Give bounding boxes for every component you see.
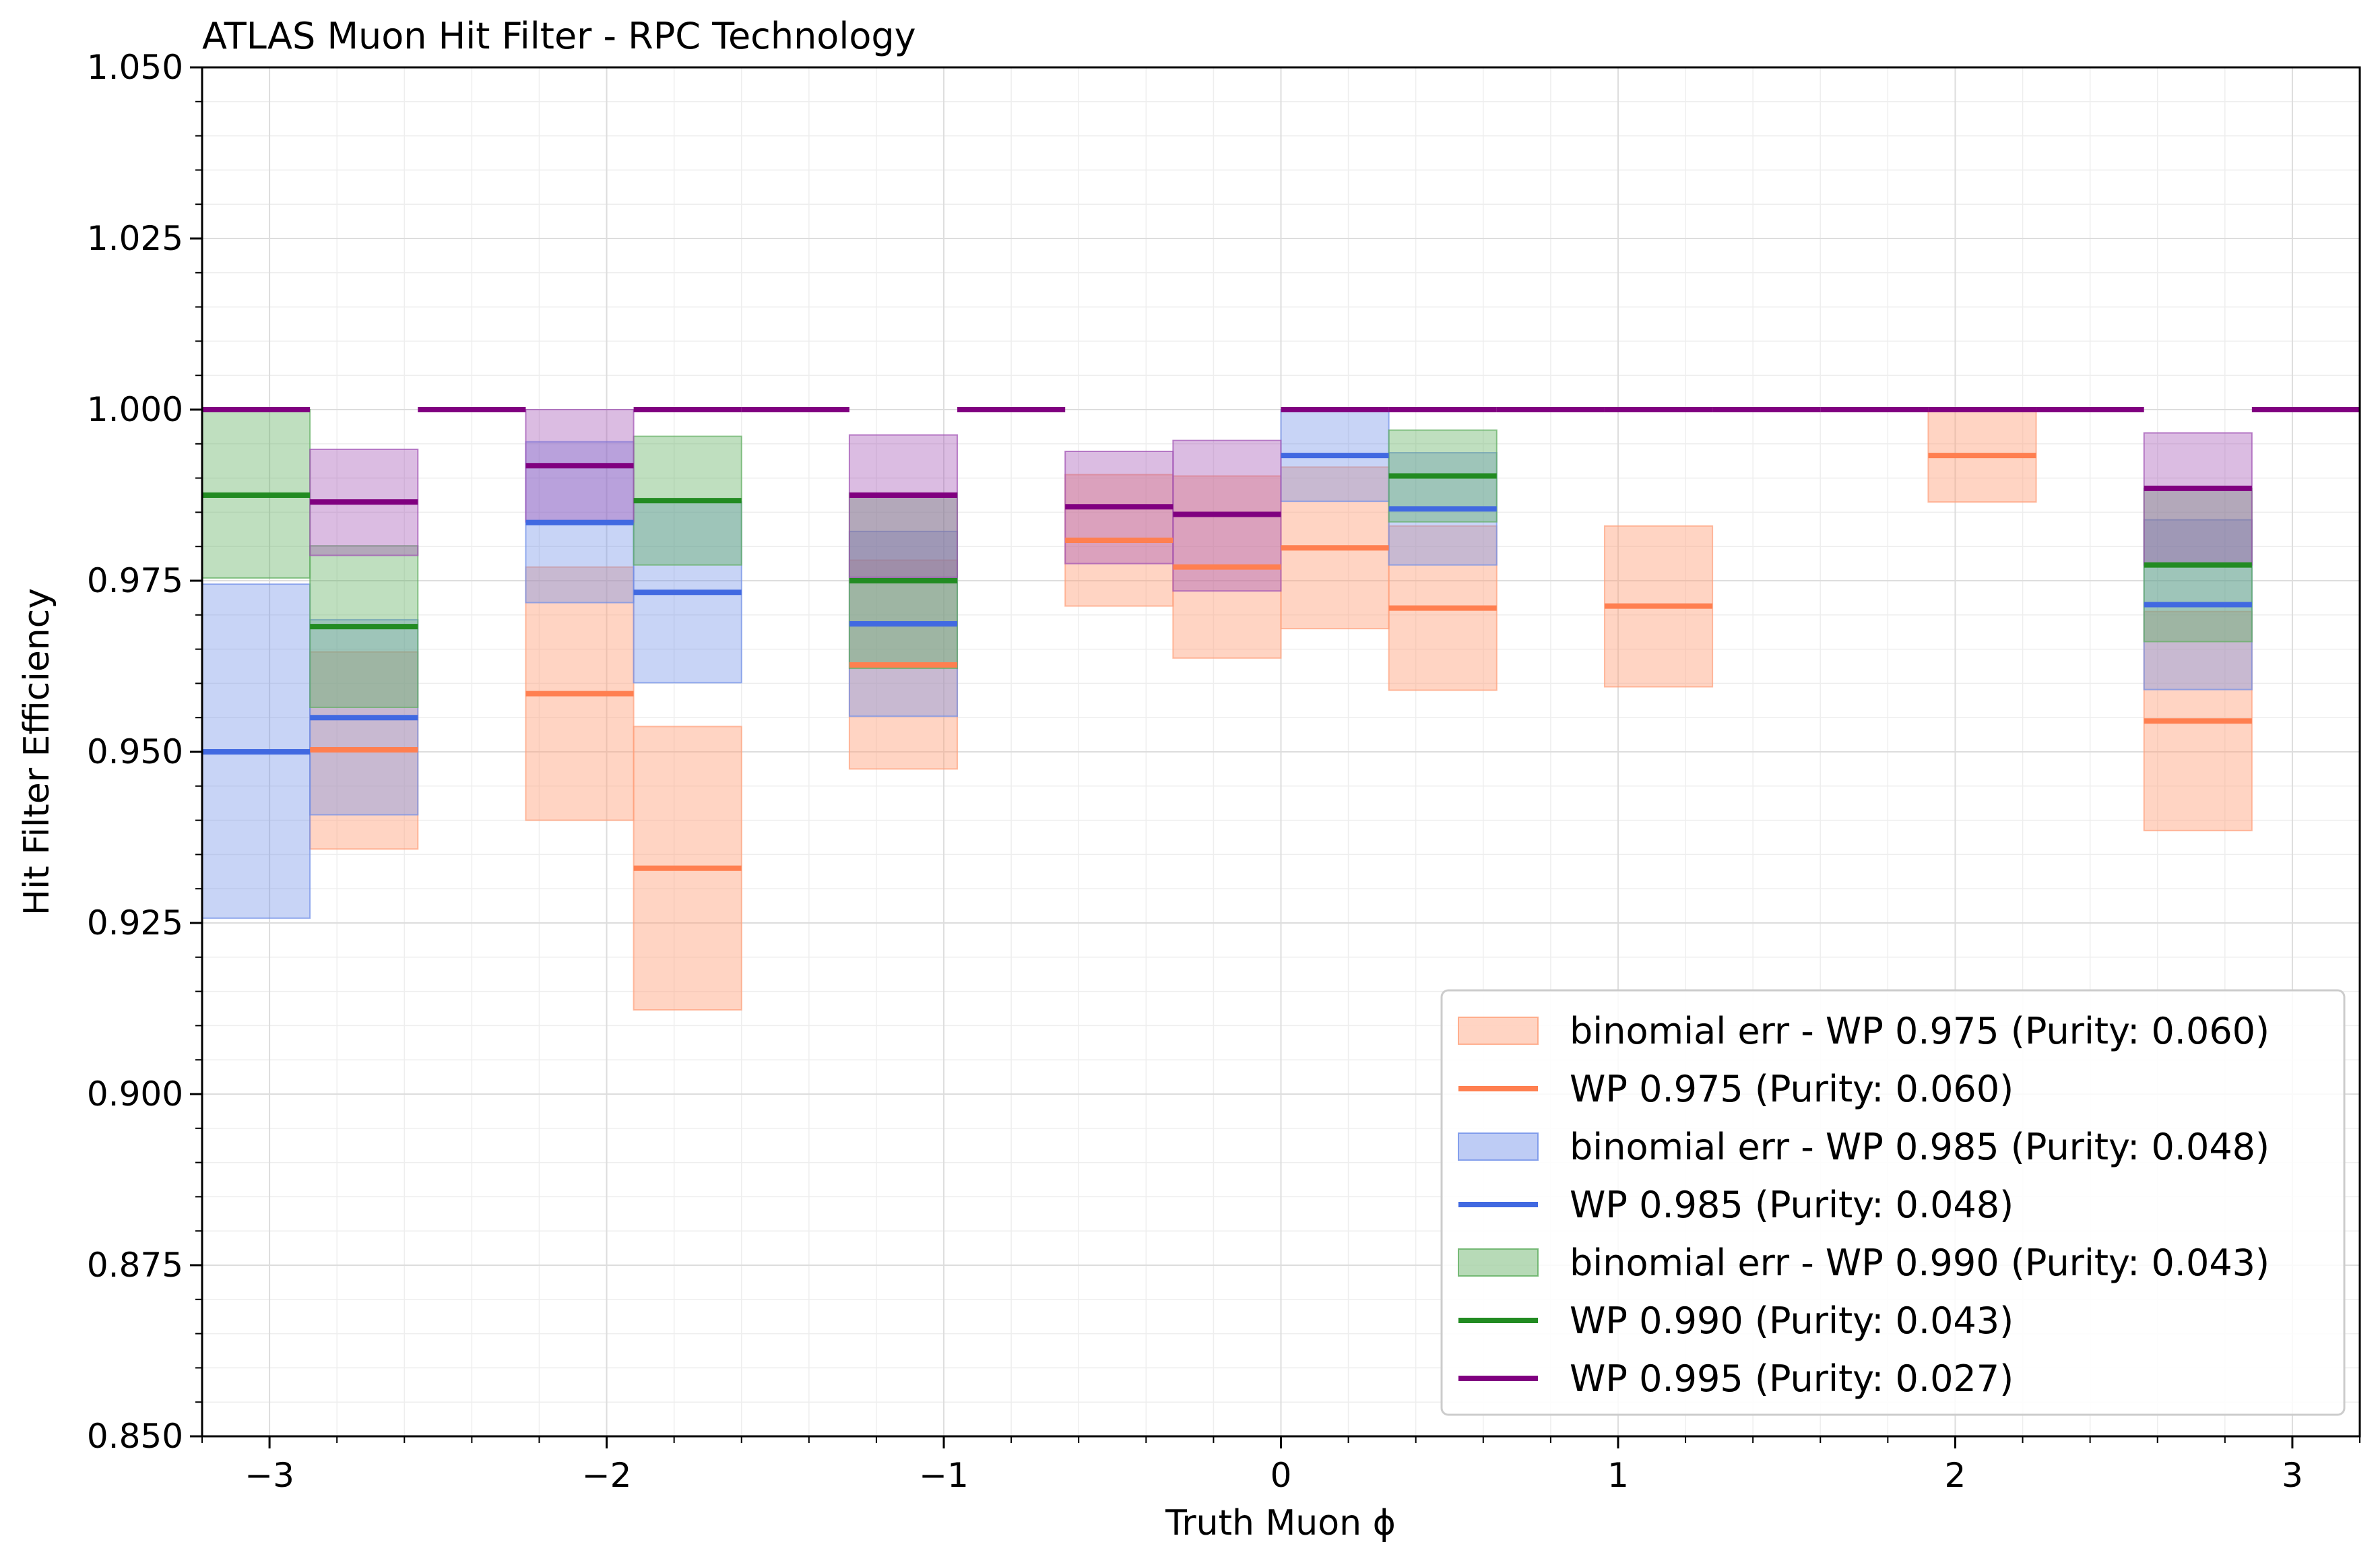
legend-entry-label: WP 0.975 (Purity: 0.060) [1570, 1068, 2014, 1110]
y-axis-label: Hit Filter Efficiency [17, 588, 57, 916]
y-tick-label: 0.900 [87, 1075, 183, 1114]
y-tick-label: 1.000 [87, 390, 183, 429]
legend: binomial err - WP 0.975 (Purity: 0.060) W… [1440, 989, 2346, 1416]
x-tick-label: 0 [1271, 1456, 1292, 1495]
y-tick-label: 0.850 [87, 1417, 183, 1456]
legend-entry-label: binomial err - WP 0.985 (Purity: 0.048) [1570, 1126, 2270, 1168]
x-tick-label: −1 [919, 1456, 969, 1495]
y-tick-label: 1.025 [87, 219, 183, 258]
x-tick-label: 2 [1945, 1456, 1966, 1495]
y-tick-label: 1.050 [87, 48, 183, 87]
legend-band-swatch [1458, 1017, 1539, 1045]
y-tick-label: 0.925 [87, 903, 183, 942]
x-tick-label: 3 [2282, 1456, 2303, 1495]
legend-entry-label: WP 0.985 (Purity: 0.048) [1570, 1184, 2014, 1226]
chart-title: ATLAS Muon Hit Filter - RPC Technology [202, 15, 916, 57]
y-tick-label: 0.950 [87, 732, 183, 771]
x-tick-label: 1 [1607, 1456, 1629, 1495]
x-axis-label: Truth Muon ϕ [1165, 1503, 1396, 1543]
x-tick-label: −2 [582, 1456, 632, 1495]
legend-entry-label: binomial err - WP 0.990 (Purity: 0.043) [1570, 1242, 2270, 1284]
legend-box [1440, 989, 2346, 1416]
error-band-wp-0.995 [2143, 432, 2253, 566]
axis-ticks: −3 −2 −1 0 1 2 3 0.850 0.875 0.900 0.925 0.950 0.975… [87, 48, 2360, 1495]
legend-entry-label: binomial err - WP 0.975 (Purity: 0.060) [1570, 1010, 2270, 1052]
x-tick-label: −3 [245, 1456, 294, 1495]
y-tick-label: 0.975 [87, 561, 183, 600]
series-lines [202, 407, 2360, 871]
legend-entry-label: WP 0.995 (Purity: 0.027) [1570, 1357, 2014, 1400]
legend-band-swatch [1458, 1132, 1539, 1161]
y-tick-label: 0.875 [87, 1246, 183, 1285]
legend-entry-label: WP 0.990 (Purity: 0.043) [1570, 1300, 2014, 1342]
error-band-wp-0.995 [848, 434, 959, 578]
legend-band-swatch [1458, 1248, 1539, 1277]
